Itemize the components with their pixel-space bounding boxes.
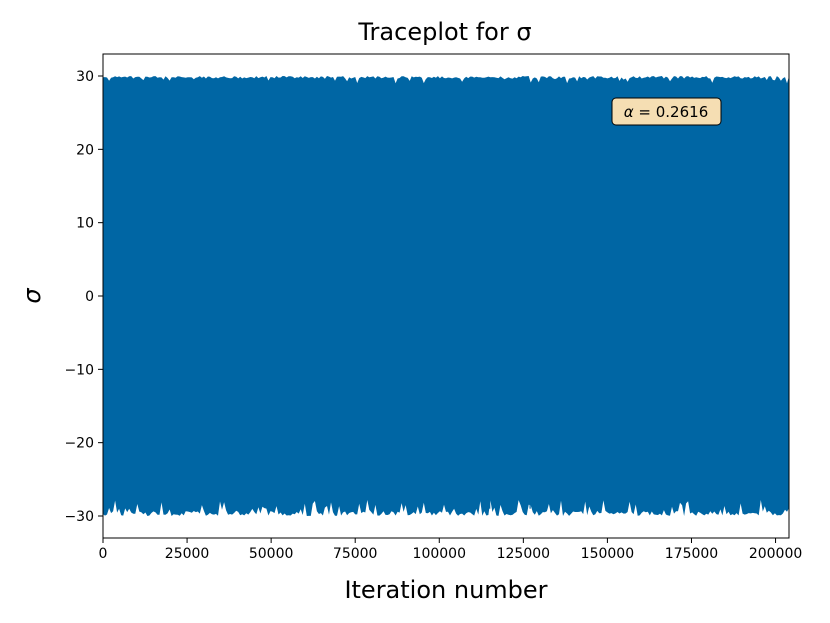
y-tick-label: −30 [64,509,94,525]
y-tick-label: 20 [76,142,94,158]
y-axis-label: σ [18,288,46,304]
x-axis-label: Iteration number [344,576,547,604]
acceptance-rate-annotation: α = 0.2616 [611,97,722,126]
annotation-equals: = [634,103,656,121]
y-tick-label: 30 [76,69,94,85]
x-tick-label: 25000 [165,546,210,562]
x-axis-ticks: 0 25000 50000 75000 100000 125000 150000 175000… [99,538,802,562]
x-tick-label: 125000 [497,546,550,562]
trace-series [103,76,789,516]
y-tick-label: −20 [64,436,94,452]
x-tick-label: 150000 [581,546,634,562]
y-tick-label: 0 [85,289,94,305]
annotation-text: α = 0.2616 [624,103,709,121]
annotation-symbol: α [624,103,634,121]
y-axis-ticks: 30 20 10 0 −10 −20 −30 [64,69,103,525]
x-tick-label: 0 [99,546,108,562]
annotation-box [611,97,722,126]
chart-title: Traceplot for σ [357,18,531,46]
y-tick-label: 10 [76,216,94,232]
x-tick-label: 50000 [249,546,294,562]
x-tick-label: 100000 [413,546,466,562]
plot-area [103,76,789,516]
y-tick-label: −10 [64,362,94,378]
x-tick-label: 200000 [749,546,802,562]
x-tick-label: 75000 [333,546,378,562]
annotation-value: 0.2616 [656,103,709,121]
x-tick-label: 175000 [665,546,718,562]
axes-frame [102,53,790,539]
